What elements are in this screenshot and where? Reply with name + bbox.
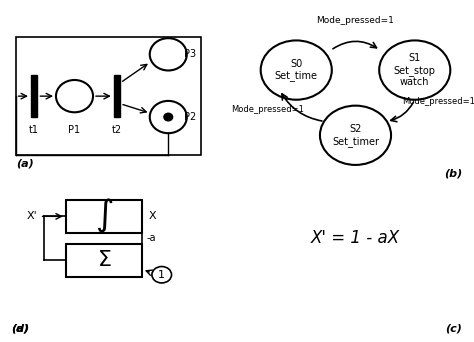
Text: (d): (d)	[11, 323, 29, 333]
Bar	[31, 75, 37, 117]
Bar	[114, 75, 120, 117]
Text: P2: P2	[184, 112, 196, 122]
Text: Mode_pressed=1: Mode_pressed=1	[231, 105, 304, 114]
Text: X' = 1 - aX: X' = 1 - aX	[311, 229, 400, 247]
Bar	[16, 37, 201, 155]
Text: $\Sigma$: $\Sigma$	[97, 250, 111, 270]
Text: -a: -a	[146, 233, 156, 243]
Text: S2
Set_timer: S2 Set_timer	[332, 124, 379, 146]
Text: 1: 1	[158, 270, 165, 280]
Text: $\int$: $\int$	[95, 197, 113, 235]
Text: (a): (a)	[16, 158, 33, 168]
Text: (c): (c)	[445, 323, 462, 333]
Text: (a): (a)	[11, 323, 29, 333]
Text: (b): (b)	[444, 169, 462, 179]
Text: P1: P1	[68, 125, 81, 135]
Text: X': X'	[27, 211, 37, 221]
Circle shape	[164, 113, 173, 121]
Text: t2: t2	[112, 125, 122, 135]
Text: X: X	[149, 211, 156, 221]
Text: t1: t1	[29, 125, 39, 135]
Text: Mode_pressed=1: Mode_pressed=1	[317, 16, 394, 25]
Text: Mode_pressed=1: Mode_pressed=1	[402, 97, 474, 106]
Text: S1
Set_stop
watch: S1 Set_stop watch	[394, 53, 436, 87]
Text: P3: P3	[184, 49, 196, 60]
Bar	[66, 244, 142, 277]
Text: S0
Set_time: S0 Set_time	[275, 59, 318, 81]
Bar	[66, 200, 142, 233]
